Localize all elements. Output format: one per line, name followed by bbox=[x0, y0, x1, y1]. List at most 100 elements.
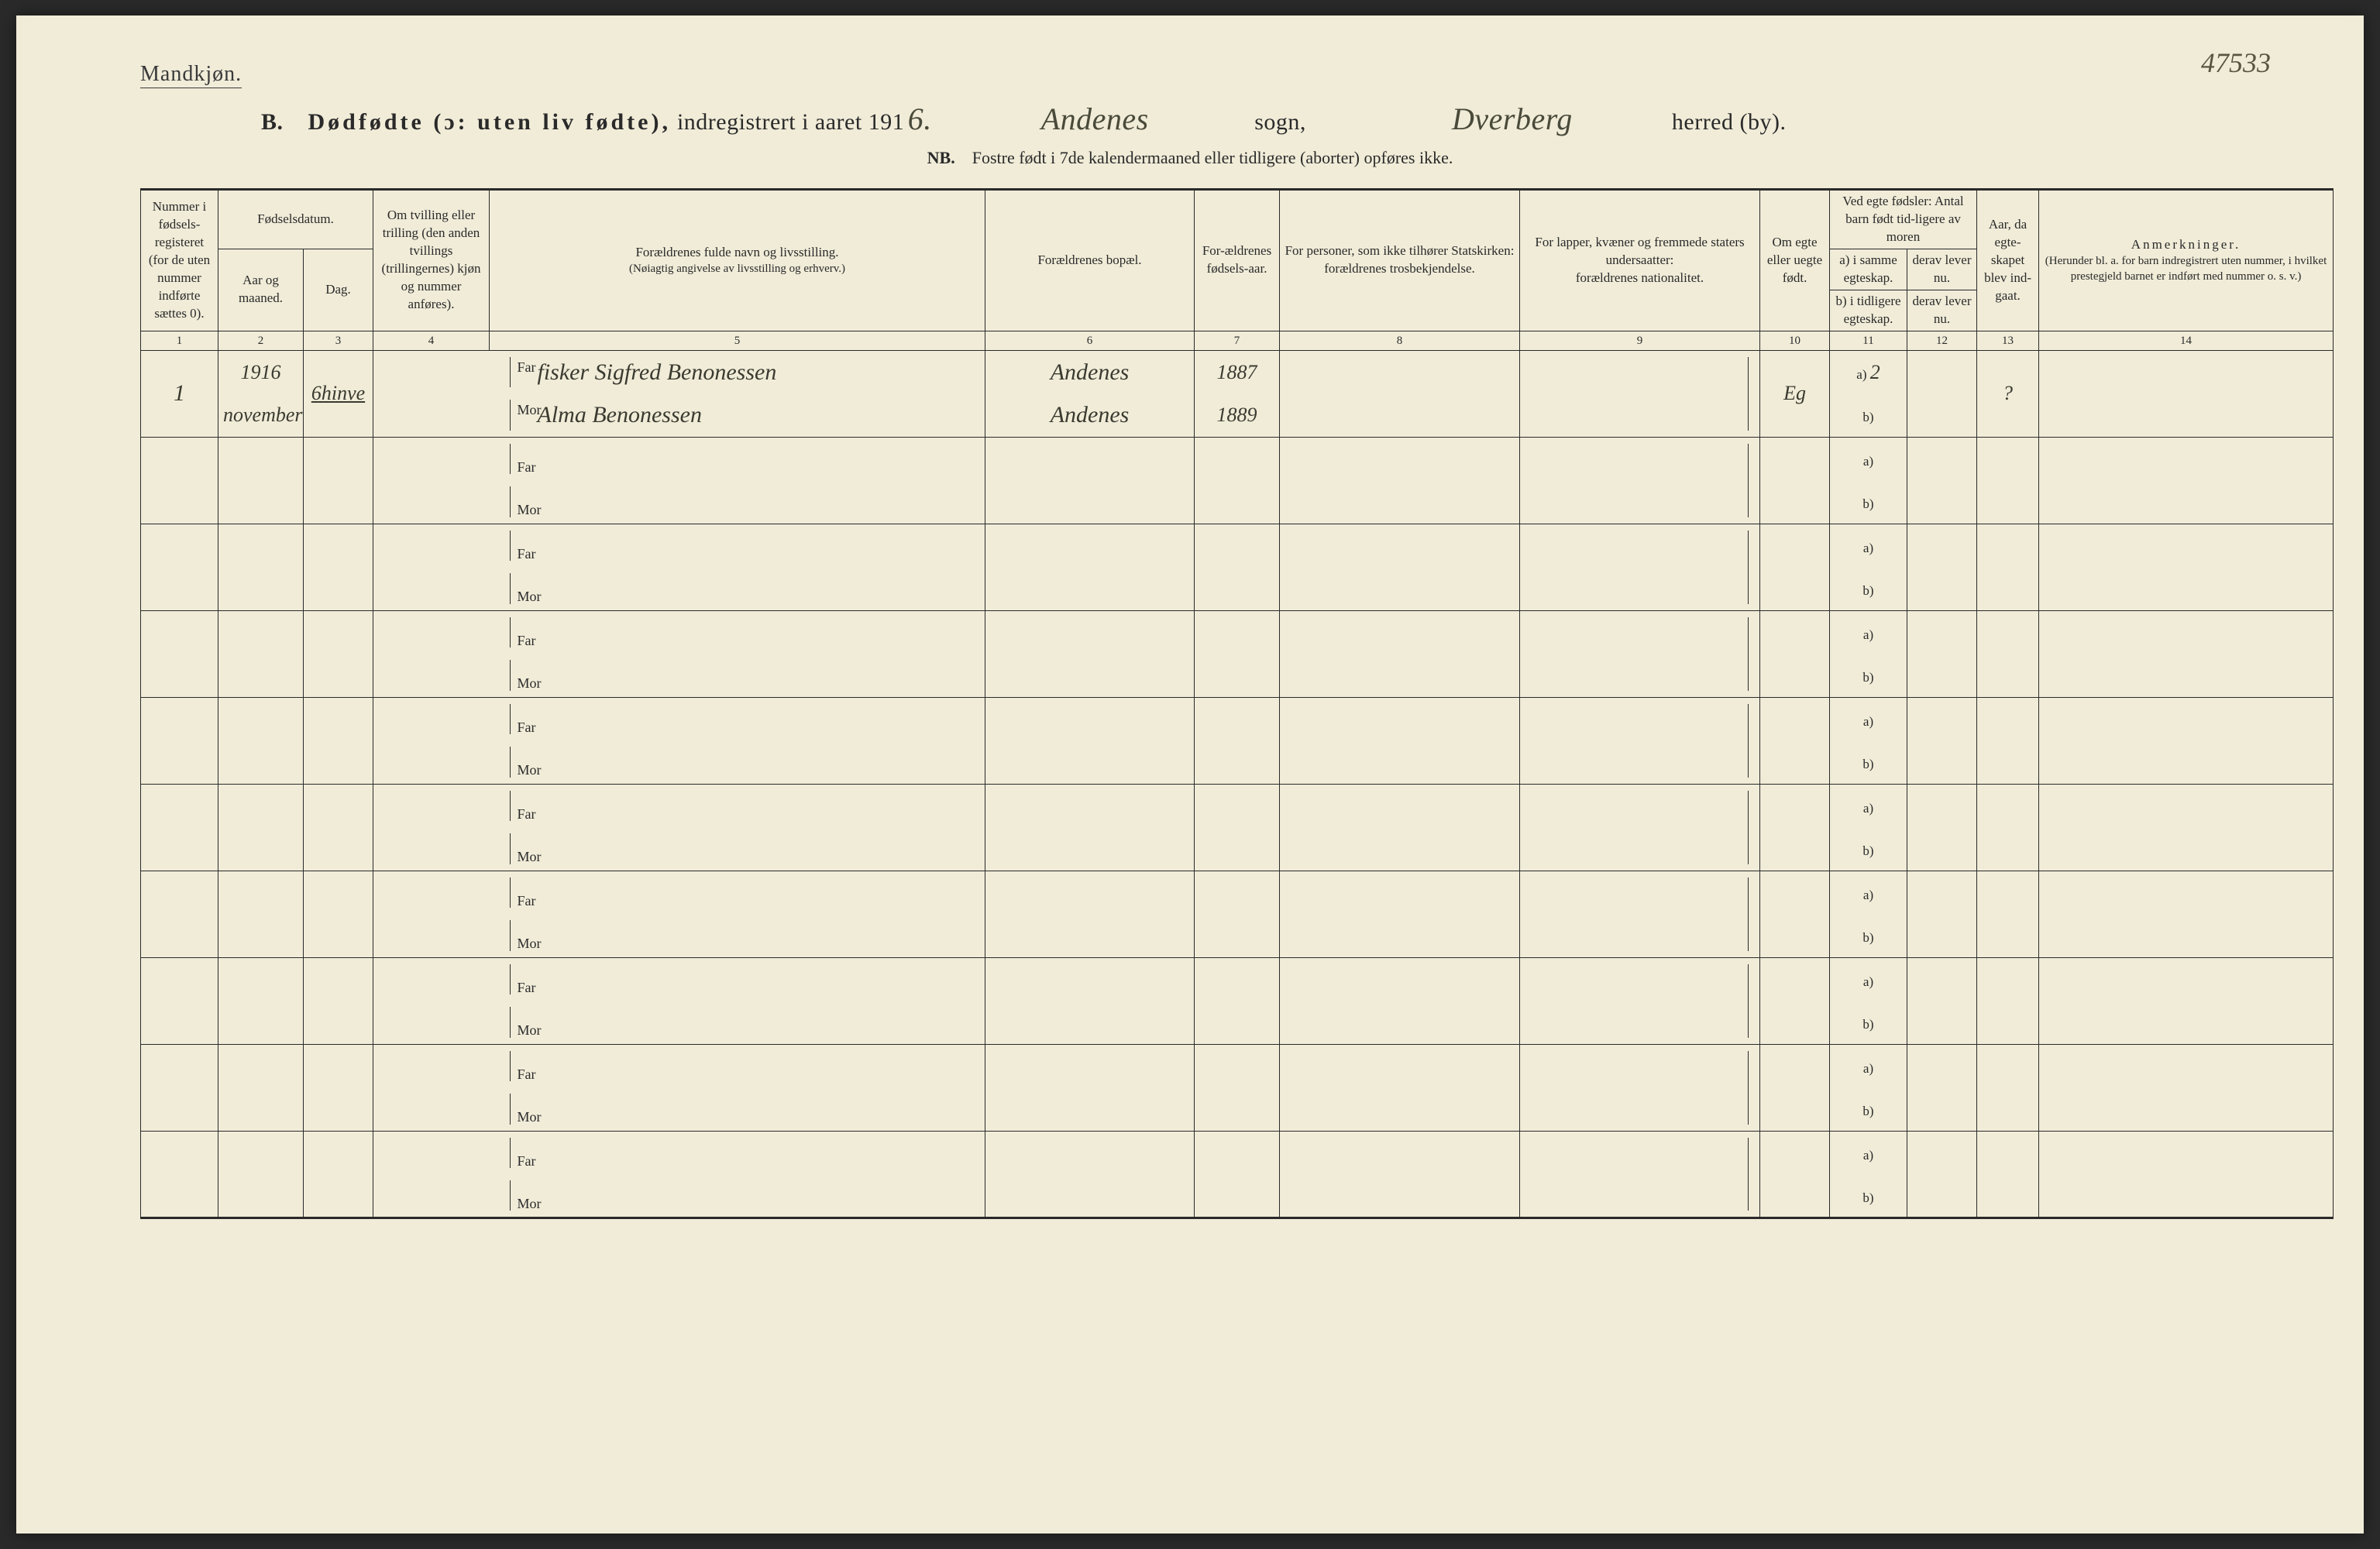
cell-day bbox=[304, 610, 373, 697]
cell-b: b) bbox=[1830, 827, 1907, 871]
cell-far-place bbox=[985, 697, 1195, 740]
cell-day bbox=[304, 437, 373, 524]
th-c8a: For personer, som ikke tilhører Statskir… bbox=[1285, 242, 1515, 260]
cell-far: Farfisker Sigfred Benonessen bbox=[490, 350, 985, 393]
cell-far-year bbox=[1195, 784, 1280, 827]
cell-c9 bbox=[1520, 1044, 1760, 1131]
cell-c12b bbox=[1907, 567, 1977, 610]
cell-c12b bbox=[1907, 654, 1977, 697]
cell-mor: Mor bbox=[490, 480, 985, 524]
cell-year bbox=[218, 784, 304, 827]
colnum: 9 bbox=[1520, 331, 1760, 350]
cell-day bbox=[304, 1131, 373, 1218]
cell-far-year: 1887 bbox=[1195, 350, 1280, 393]
th-c14-top: Anmerkninger. bbox=[2044, 236, 2328, 254]
cell-egte bbox=[1760, 957, 1830, 1044]
cell-mor-place bbox=[985, 480, 1195, 524]
cell-month bbox=[218, 567, 304, 610]
cell-a: a) bbox=[1830, 957, 1907, 1001]
cell-mor-place bbox=[985, 1087, 1195, 1131]
cell-c12b bbox=[1907, 914, 1977, 957]
cell-mor-year: 1889 bbox=[1195, 393, 1280, 437]
colnum: 2 bbox=[218, 331, 304, 350]
cell-num bbox=[141, 1044, 218, 1131]
table-row-far: Fara) bbox=[141, 784, 2334, 827]
cell-c14 bbox=[2039, 1131, 2334, 1218]
table-row-far: Fara) bbox=[141, 697, 2334, 740]
cell-day bbox=[304, 524, 373, 610]
cell-year bbox=[218, 1044, 304, 1087]
th-c12a: derav lever nu. bbox=[1907, 249, 1977, 290]
th-c5: Forældrenes fulde navn og livsstilling. … bbox=[490, 190, 985, 331]
th-c9a: For lapper, kvæner og fremmede staters u… bbox=[1525, 234, 1755, 270]
cell-mor: Mor bbox=[490, 567, 985, 610]
th-c12b: derav lever nu. bbox=[1907, 290, 1977, 331]
colnum: 4 bbox=[373, 331, 490, 350]
cell-c8 bbox=[1280, 437, 1520, 524]
cell-month bbox=[218, 1087, 304, 1131]
cell-far-year bbox=[1195, 1044, 1280, 1087]
cell-c9 bbox=[1520, 957, 1760, 1044]
cell-c9 bbox=[1520, 784, 1760, 871]
cell-month bbox=[218, 914, 304, 957]
cell-c8 bbox=[1280, 957, 1520, 1044]
cell-twin bbox=[373, 1131, 490, 1218]
cell-c13 bbox=[1977, 697, 2039, 784]
cell-far: Far bbox=[490, 437, 985, 480]
cell-far: Far bbox=[490, 1131, 985, 1174]
cell-c14 bbox=[2039, 957, 2334, 1044]
cell-month bbox=[218, 827, 304, 871]
cell-day bbox=[304, 1044, 373, 1131]
title-mid: indregistrert i aaret 191 bbox=[677, 109, 904, 135]
table-row-far: Far a) bbox=[141, 957, 2334, 1001]
th-c23: Fødselsdatum. bbox=[218, 190, 373, 249]
cell-far-place bbox=[985, 957, 1195, 1001]
cell-c14 bbox=[2039, 610, 2334, 697]
table-body: 119166hinveFarfisker Sigfred BenonessenA… bbox=[141, 350, 2334, 1218]
cell-a: a) bbox=[1830, 1044, 1907, 1087]
cell-b: b) bbox=[1830, 914, 1907, 957]
cell-c14 bbox=[2039, 524, 2334, 610]
cell-mor-year bbox=[1195, 827, 1280, 871]
register-table: Nummer i fødsels-registeret (for de uten… bbox=[140, 188, 2334, 1219]
cell-month bbox=[218, 480, 304, 524]
cell-far: Far bbox=[490, 524, 985, 567]
cell-far: Far bbox=[490, 784, 985, 827]
cell-year bbox=[218, 871, 304, 914]
cell-far-place bbox=[985, 610, 1195, 654]
cell-num bbox=[141, 437, 218, 524]
column-number-row: 1 2 3 4 5 6 7 8 9 10 11 12 13 14 bbox=[141, 331, 2334, 350]
cell-c13 bbox=[1977, 437, 2039, 524]
th-c8b: forældrenes trosbekjendelse. bbox=[1285, 260, 1515, 278]
cell-year bbox=[218, 437, 304, 480]
cell-c14 bbox=[2039, 697, 2334, 784]
cell-month bbox=[218, 740, 304, 784]
th-c3: Dag. bbox=[304, 249, 373, 331]
cell-c12a bbox=[1907, 1044, 1977, 1087]
cell-far: Far bbox=[490, 610, 985, 654]
cell-b: b) bbox=[1830, 567, 1907, 610]
th-c13: Aar, da egte-skapet blev ind-gaat. bbox=[1977, 190, 2039, 331]
title-prefix: B. bbox=[261, 109, 284, 135]
cell-mor-place bbox=[985, 1174, 1195, 1218]
cell-mor-place: Andenes bbox=[985, 393, 1195, 437]
cell-c12a bbox=[1907, 1131, 1977, 1174]
herred-handwritten: Dverberg bbox=[1412, 101, 1613, 137]
th-c11b: b) i tidligere egteskap. bbox=[1830, 290, 1907, 331]
cell-c8 bbox=[1280, 610, 1520, 697]
cell-day bbox=[304, 784, 373, 871]
cell-twin bbox=[373, 350, 490, 437]
cell-year bbox=[218, 610, 304, 654]
cell-c8 bbox=[1280, 697, 1520, 784]
cell-c13 bbox=[1977, 957, 2039, 1044]
cell-c8 bbox=[1280, 350, 1520, 437]
cell-egte bbox=[1760, 524, 1830, 610]
cell-far: Far bbox=[490, 957, 985, 1001]
table-row-far: Fara) bbox=[141, 524, 2334, 567]
th-c5a: Forældrenes fulde navn og livsstilling. bbox=[494, 244, 980, 262]
cell-year bbox=[218, 1131, 304, 1174]
page-number-handwritten: 47533 bbox=[2201, 46, 2271, 79]
cell-c13 bbox=[1977, 524, 2039, 610]
cell-far-place bbox=[985, 1131, 1195, 1174]
cell-far: Far bbox=[490, 871, 985, 914]
